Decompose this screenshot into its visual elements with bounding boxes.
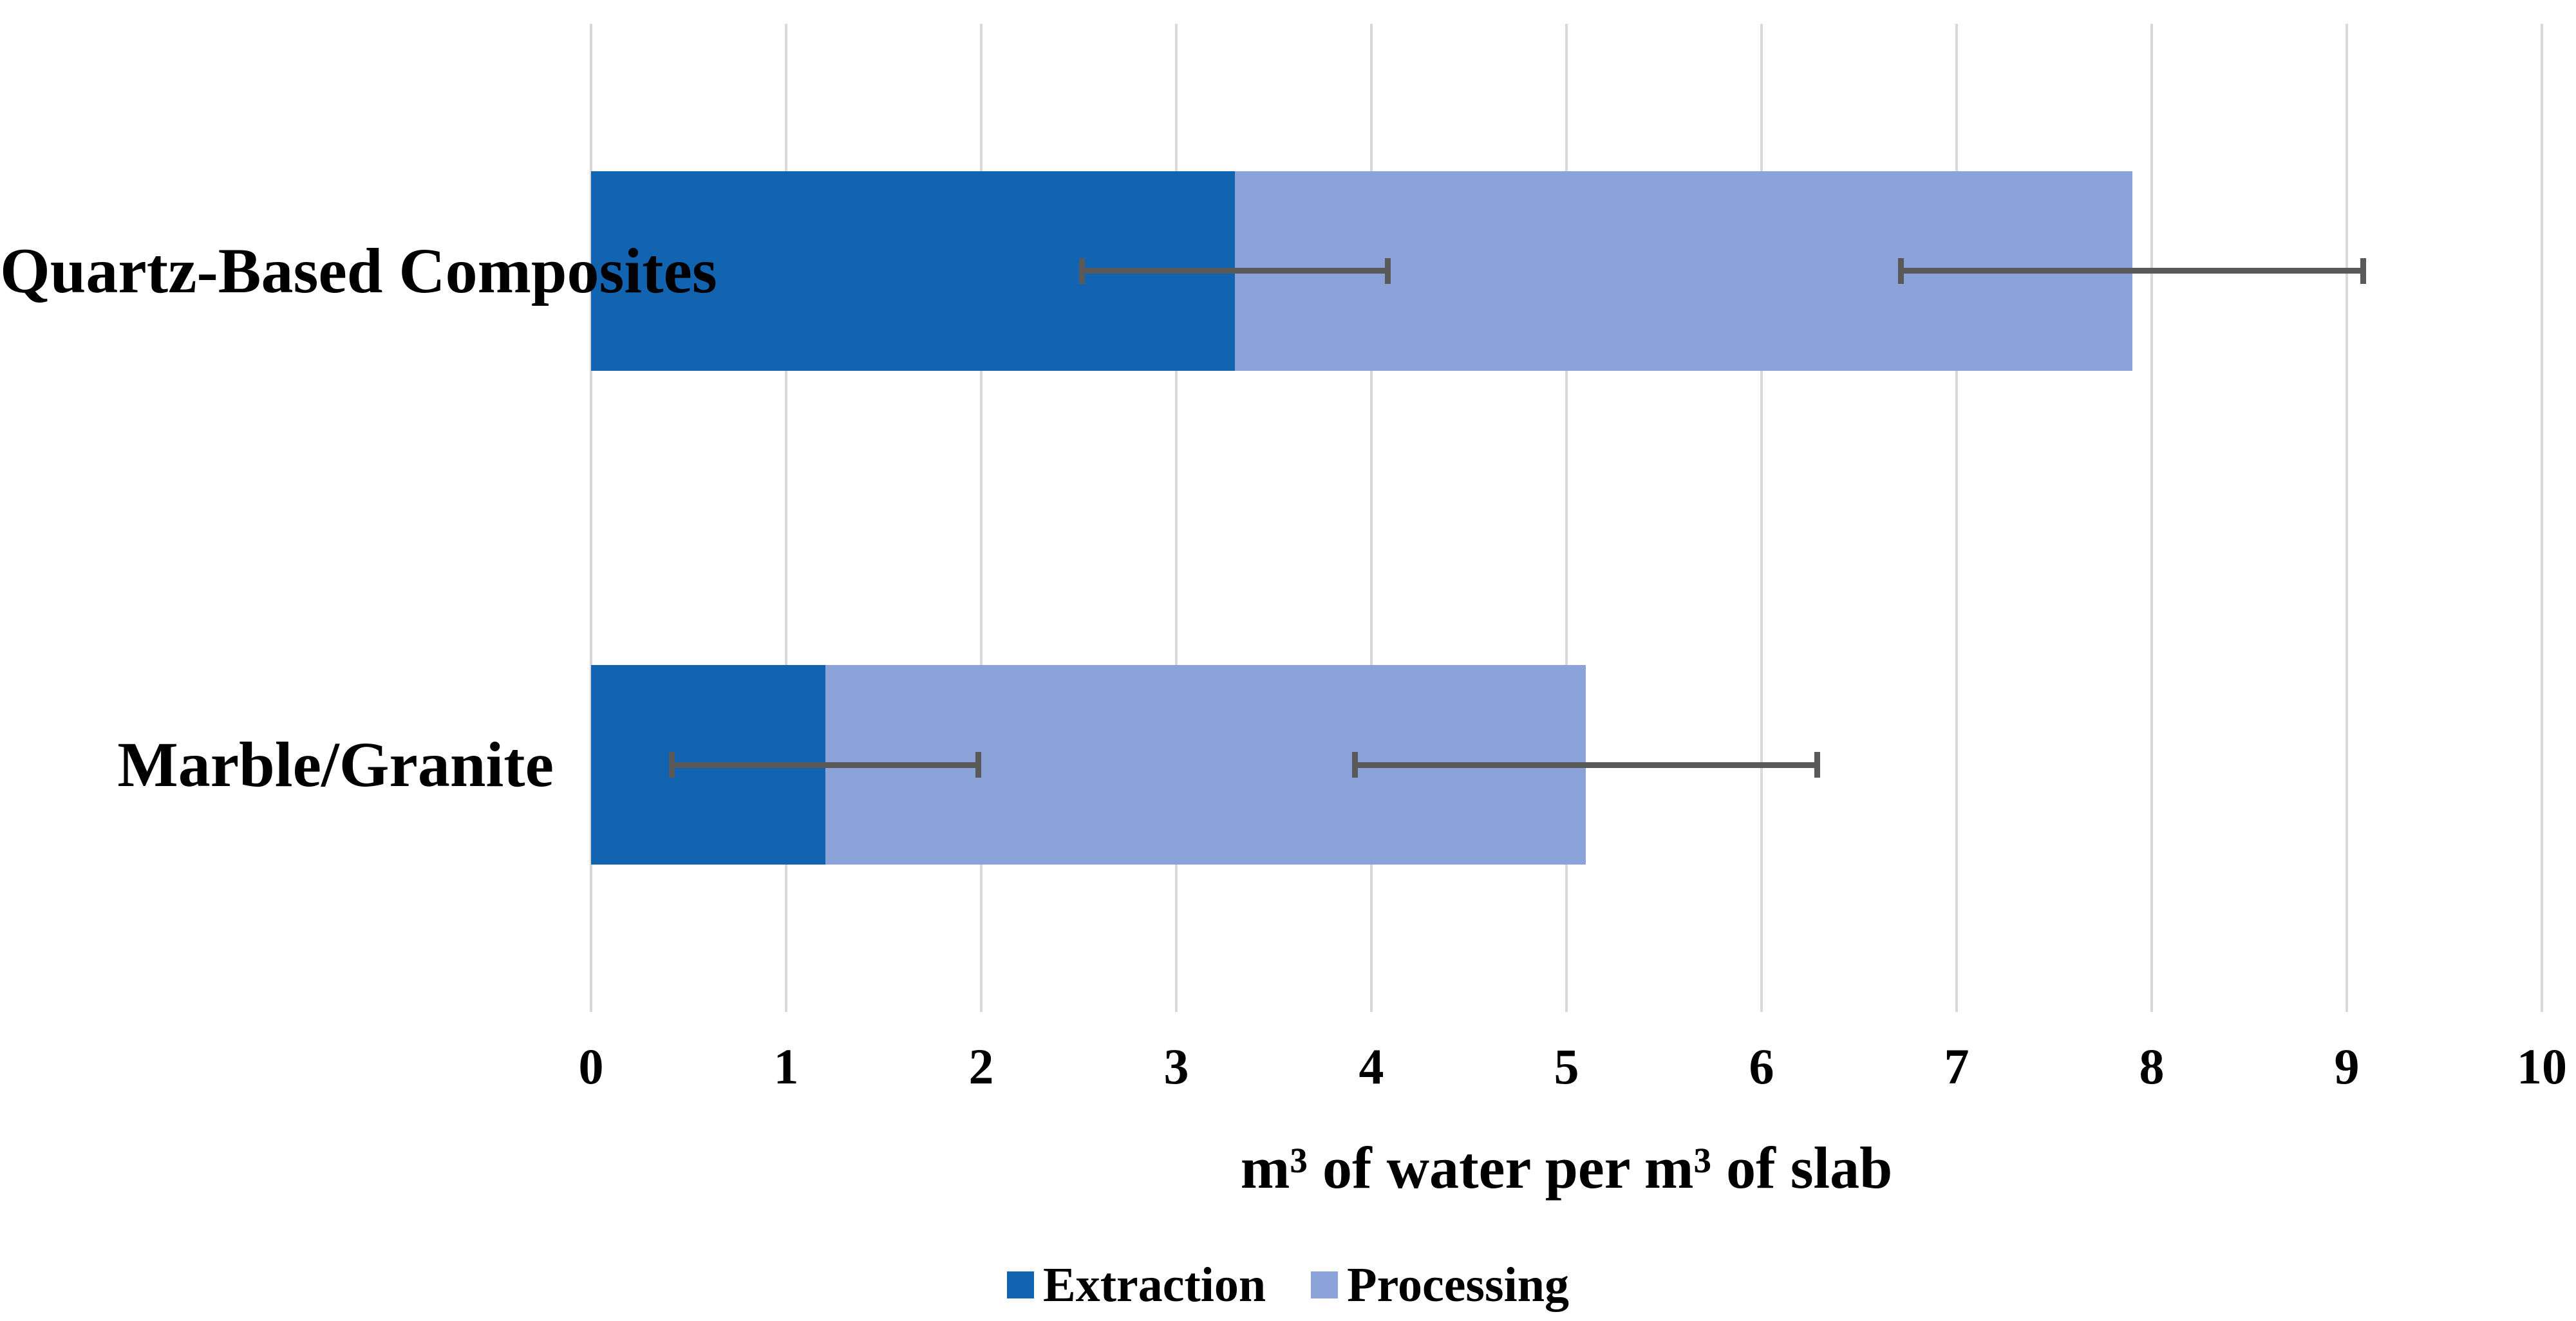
gridline-6 (1760, 24, 1763, 1012)
gridline-8 (2150, 24, 2153, 1012)
category-label-quartz-based-composites: Quartz-Based Composites (0, 234, 717, 306)
error-bar-marble-granite-stack-total (1351, 752, 1820, 778)
error-bar-line (669, 762, 981, 768)
gridline-9 (2346, 24, 2348, 1012)
error-bar-cap-right (1814, 752, 1820, 778)
legend: Extraction Processing (0, 1260, 2576, 1309)
x-tick-label-6: 6 (1749, 1038, 1774, 1094)
gridline-0 (590, 24, 592, 1012)
error-bar-line (1898, 268, 2367, 274)
gridline-2 (980, 24, 982, 1012)
gridline-1 (785, 24, 787, 1012)
error-bar-quartz-based-composites-extraction-segment (1078, 258, 1391, 284)
category-label-marble-granite: Marble/Granite (117, 729, 554, 801)
error-bar-line (1078, 268, 1391, 274)
error-bar-quartz-based-composites-stack-total (1898, 258, 2367, 284)
error-bar-cap-right (1385, 258, 1391, 284)
error-bar-cap-right (975, 752, 981, 778)
error-bar-cap-left (669, 752, 675, 778)
error-bar-marble-granite-extraction-segment (669, 752, 981, 778)
x-tick-label-2: 2 (968, 1038, 994, 1094)
error-bar-cap-left (1351, 752, 1358, 778)
gridline-4 (1370, 24, 1373, 1012)
legend-label-processing: Processing (1347, 1258, 1569, 1312)
gridline-5 (1565, 24, 1568, 1012)
x-tick-label-7: 7 (1944, 1038, 1970, 1094)
legend-swatch-extraction (1007, 1271, 1035, 1298)
error-bar-cap-left (1898, 258, 1904, 284)
legend-item-extraction: Extraction (1007, 1260, 1266, 1309)
gridline-7 (1955, 24, 1958, 1012)
x-tick-label-8: 8 (2139, 1038, 2165, 1094)
x-tick-label-3: 3 (1163, 1038, 1189, 1094)
legend-label-extraction: Extraction (1043, 1258, 1266, 1312)
x-tick-label-1: 1 (773, 1038, 799, 1094)
x-axis-title: m³ of water per m³ of slab (1240, 1135, 1893, 1201)
legend-swatch-processing (1311, 1271, 1339, 1298)
error-bar-cap-left (1078, 258, 1085, 284)
error-bar-line (1351, 762, 1820, 768)
x-tick-label-0: 0 (578, 1038, 604, 1094)
gridline-10 (2541, 24, 2543, 1012)
x-tick-label-4: 4 (1359, 1038, 1384, 1094)
legend-item-processing: Processing (1311, 1260, 1569, 1309)
x-tick-label-10: 10 (2517, 1038, 2567, 1094)
x-tick-label-9: 9 (2334, 1038, 2360, 1094)
x-tick-label-5: 5 (1554, 1038, 1579, 1094)
error-bar-cap-right (2360, 258, 2367, 284)
gridline-3 (1175, 24, 1178, 1012)
